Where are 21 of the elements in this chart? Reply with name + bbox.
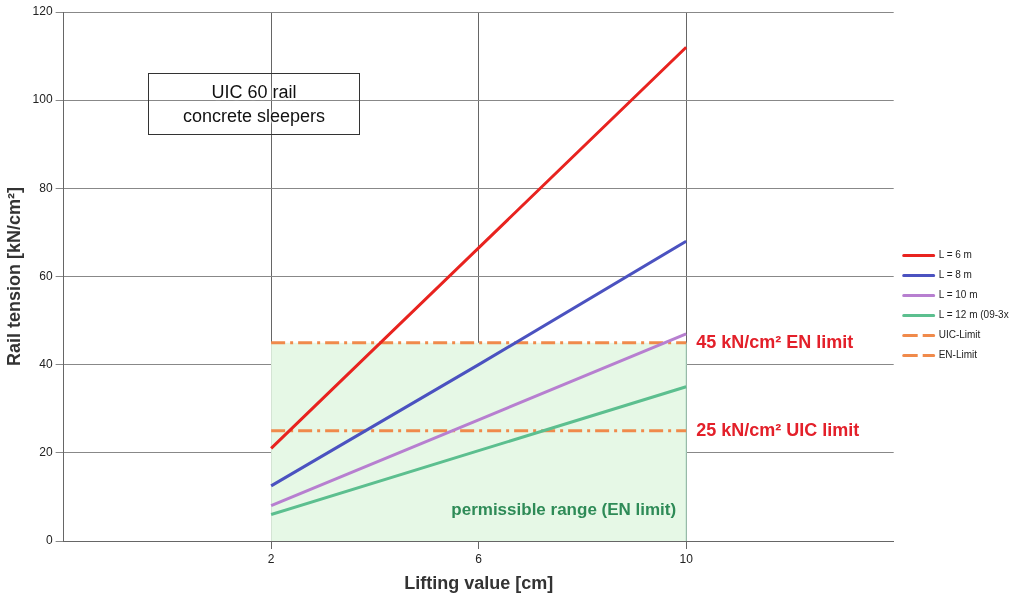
legend-label: UIC-Limit — [938, 329, 981, 341]
annotation: 25 kN/cm² UIC limit — [696, 419, 860, 440]
y-tick-label: 120 — [32, 4, 53, 19]
y-tick-label: 20 — [39, 445, 53, 460]
x-tick-label: 2 — [267, 551, 275, 566]
legend-label: L = 8 m — [938, 269, 972, 281]
y-tick-label: 80 — [39, 180, 53, 195]
x-tick-label: 6 — [475, 551, 483, 566]
y-axis-title: Rail tension [kN/cm²] — [3, 186, 24, 367]
legend-label: EN-Limit — [938, 349, 978, 361]
y-tick-label: 0 — [45, 533, 53, 548]
legend-label: L = 6 m — [938, 249, 972, 261]
x-tick-label: 10 — [679, 551, 694, 566]
legend-label: L = 12 m (09-3x — [938, 309, 1009, 321]
y-tick-label: 60 — [39, 268, 53, 283]
x-axis-title: Lifting value [cm] — [404, 573, 554, 594]
y-tick-label: 40 — [39, 356, 53, 371]
annotation: 45 kN/cm² EN limit — [696, 331, 854, 352]
legend-label: L = 10 m — [938, 289, 978, 301]
band-label: permissible range (EN limit) — [451, 500, 677, 520]
y-tick-label: 100 — [32, 92, 53, 107]
